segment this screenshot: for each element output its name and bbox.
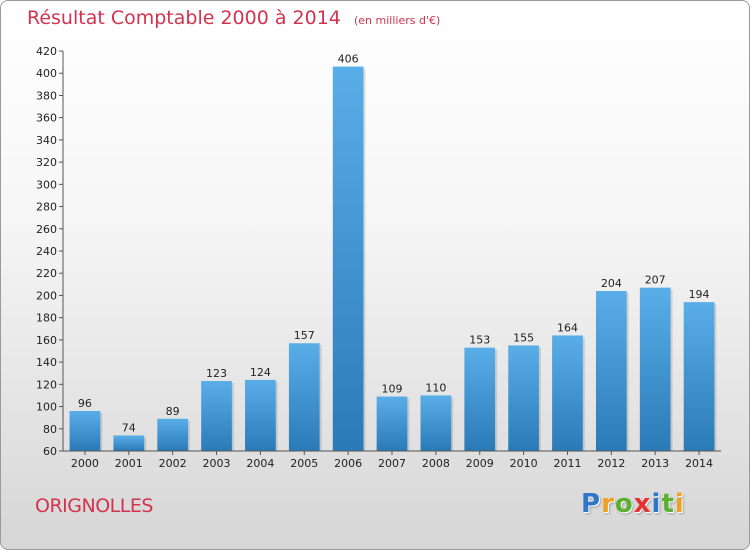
data-label-2010: 155 [513, 331, 534, 344]
y-tick-label: 100 [36, 401, 57, 414]
x-tick-label-2009: 2009 [466, 457, 494, 470]
bar-2005 [288, 343, 320, 451]
bars [69, 66, 717, 452]
logo-letter: P [581, 489, 602, 519]
bar-2012 [595, 291, 627, 451]
y-tick-label: 200 [36, 289, 57, 302]
x-tick-label-2011: 2011 [553, 457, 581, 470]
y-axis: 60 80 100 120 140 160 180 200 220 240 260 280 300 320… [36, 45, 64, 458]
x-tick-label-2010: 2010 [510, 457, 538, 470]
data-label-2007: 109 [382, 383, 403, 396]
bar-2002 [157, 418, 189, 451]
bar-2014 [683, 302, 715, 451]
y-tick-label: 140 [36, 356, 57, 369]
x-tick-label-2003: 2003 [203, 457, 231, 470]
data-labels: 96 74 89 123 124 157 406 109 110 153 155 164 204 207 1… [78, 53, 710, 435]
chart-title: Résultat Comptable 2000 à 2014 [27, 7, 341, 29]
bar-2009 [464, 347, 496, 451]
y-tick-label: 80 [43, 423, 57, 436]
x-tick-label-2001: 2001 [115, 457, 143, 470]
x-tick-label-2004: 2004 [246, 457, 274, 470]
chart-unit-label: (en milliers d'€) [353, 14, 441, 27]
chart-title-block: Résultat Comptable 2000 à 2014 (en milli… [27, 7, 440, 29]
y-tick-label: 340 [36, 134, 57, 147]
x-tick-label-2014: 2014 [685, 457, 713, 470]
data-label-2001: 74 [122, 421, 136, 434]
y-tick-label: 380 [36, 89, 57, 102]
y-tick-label: 280 [36, 201, 57, 214]
data-label-2013: 207 [645, 274, 666, 287]
x-tick-label-2013: 2013 [641, 457, 669, 470]
data-label-2008: 110 [425, 381, 446, 394]
y-tick-label: 160 [36, 334, 57, 347]
logo-letter: t [661, 489, 675, 519]
logo-letter: i [651, 489, 662, 519]
y-tick-label: 220 [36, 267, 57, 280]
x-tick-label-2007: 2007 [378, 457, 406, 470]
y-tick-label: 60 [43, 445, 57, 458]
y-tick-label: 400 [36, 67, 57, 80]
y-tick-label: 300 [36, 178, 57, 191]
logo-letter: r [601, 489, 615, 519]
data-label-2005: 157 [294, 329, 315, 342]
commune-name: ORIGNOLLES [35, 495, 153, 517]
bar-2011 [552, 335, 583, 451]
logo-letter: i [674, 489, 685, 519]
y-tick-label: 320 [36, 156, 57, 169]
bar-2006 [332, 66, 364, 452]
y-tick-label: 240 [36, 245, 57, 258]
data-label-2014: 194 [689, 288, 710, 301]
data-label-2012: 204 [601, 277, 622, 290]
data-label-2002: 89 [166, 405, 180, 418]
data-label-2003: 123 [206, 367, 227, 380]
bar-2008 [420, 395, 452, 451]
x-tick-label-2005: 2005 [290, 457, 318, 470]
data-label-2006: 406 [338, 53, 359, 66]
bar-2000 [69, 411, 101, 451]
x-axis: 2000 2001 2002 2003 2004 2005 2006 2007 2008 2009… [63, 450, 721, 470]
x-tick-label-2006: 2006 [334, 457, 362, 470]
x-tick-label-2012: 2012 [597, 457, 625, 470]
data-label-2000: 96 [78, 397, 92, 410]
y-tick-label: 360 [36, 112, 57, 125]
data-label-2011: 164 [557, 321, 578, 334]
proxiti-logo: Proxiti [581, 489, 685, 519]
y-tick-label: 180 [36, 312, 57, 325]
y-tick-label: 260 [36, 223, 57, 236]
bar-2013 [639, 287, 671, 451]
x-tick-label-2000: 2000 [71, 457, 99, 470]
bar-2010 [508, 345, 539, 451]
x-tick-label-2002: 2002 [159, 457, 187, 470]
logo-letter: o [614, 489, 634, 519]
data-label-2004: 124 [250, 366, 271, 379]
bar-2007 [376, 396, 408, 451]
logo-letter: x [633, 489, 652, 519]
y-tick-label: 420 [36, 45, 57, 58]
bar-2001 [113, 435, 145, 451]
x-tick-label-2008: 2008 [422, 457, 450, 470]
y-tick-label: 120 [36, 378, 57, 391]
bar-2004 [245, 379, 276, 451]
bar-2003 [201, 381, 232, 451]
data-label-2009: 153 [469, 334, 490, 347]
